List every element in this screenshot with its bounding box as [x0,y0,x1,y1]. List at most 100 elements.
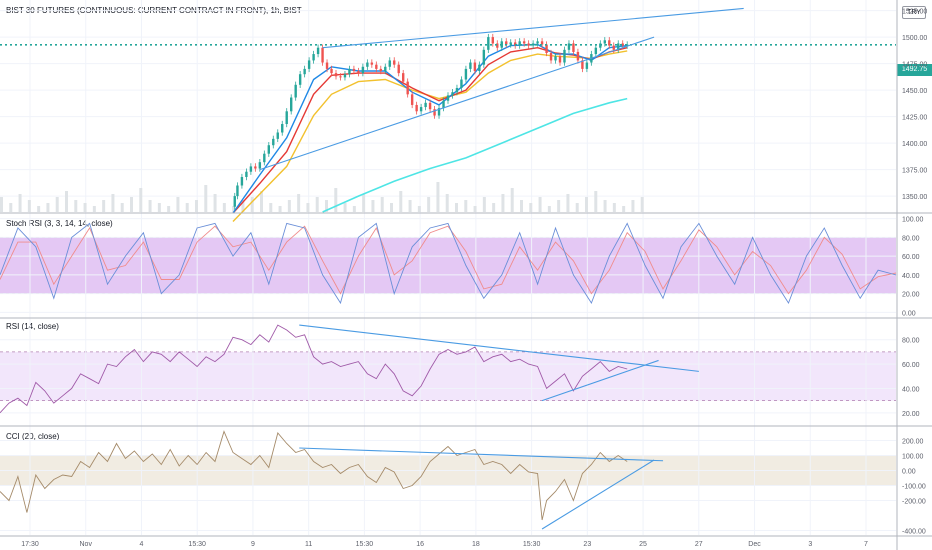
price-trendline [259,36,655,171]
volume-bar [195,200,198,212]
stoch-k-line [0,222,897,305]
x-tick-label: 15:30 [523,541,541,548]
candle-body [509,42,512,45]
rsi-y-tick-label: 20.00 [902,411,920,418]
volume-bar [399,191,403,212]
candle-body [388,60,391,67]
candle-body [379,68,382,72]
x-tick-label: Nov [80,541,93,548]
volume-bar [204,185,208,212]
cci-y-tick-label: 200.00 [902,439,924,446]
candle-body [352,68,356,72]
candle-body [375,64,378,69]
candle-body [307,60,311,69]
candle-body [549,53,553,61]
volume-bar [529,203,533,212]
volume-bar [232,206,236,212]
cci-trendline [299,447,664,462]
volume-bar [176,197,180,212]
volume-bar [287,200,291,212]
candle-body [410,94,414,105]
candle-body [348,68,351,75]
price-y-tick-label: 1450.00 [902,88,927,95]
currency-badge[interactable]: TRY [902,6,926,19]
volume-bar [9,203,13,212]
candle-body [384,66,387,72]
price-y-tick-label: 1425.00 [902,115,927,122]
price-trendline [322,7,744,49]
candle-body [446,95,450,101]
x-tick-label: 15:30 [356,541,374,548]
candle-body [424,102,427,108]
candle-body [482,49,486,65]
volume-bar [622,206,626,212]
volume-bar [157,203,161,212]
volume-bar [46,203,50,212]
volume-bar [343,203,347,212]
volume-bar [640,197,644,212]
candle-body [415,104,418,112]
candle-body [527,43,530,46]
candle-body [487,37,490,50]
x-tick-label: 11 [305,541,312,548]
ma-long-line [322,97,628,213]
candle-body [357,71,360,74]
volume-bar [74,200,78,212]
rsi-band [0,351,896,401]
candle-body [402,73,405,82]
candle-body [249,166,253,172]
candle-body [558,56,562,63]
candle-body [397,64,400,74]
x-tick-label: 17:30 [21,541,39,548]
candle-body [455,87,459,93]
candle-body [263,153,266,163]
volume-bar [585,197,588,212]
volume-bar [241,200,245,212]
candle-body [245,171,248,178]
trendlines [259,7,744,530]
candle-body [370,62,374,65]
candle-body [285,111,288,125]
volume-bar [334,188,338,212]
volume-bar [102,200,106,212]
cci-title: CCI (20, close) [6,432,60,441]
volume-bar [362,194,366,212]
volume-bar [547,206,551,212]
candle-body [531,43,535,46]
volume-bar [612,203,616,212]
volume-bar [148,200,152,212]
candle-body [460,79,463,88]
candle-body [554,56,557,61]
candle-body [428,102,432,110]
volume-bar [566,194,570,212]
volume-bar [250,197,254,212]
volume-bar [0,197,3,212]
candle-body [608,40,611,46]
candle-body [603,40,606,44]
x-tick-label: 27 [695,541,703,548]
rsi-y-tick-label: 80.00 [902,338,920,345]
volume-bar [222,203,226,212]
candle-body [594,47,598,55]
candle-body [572,43,575,52]
price-y-tick-label: 1350.00 [902,194,927,201]
volume-bar [575,203,579,212]
candle-body [312,54,315,61]
candle-body [361,66,365,74]
volume-bar [167,206,171,212]
volume-bar [455,203,458,212]
stoch-y-tick-label: 100.00 [902,217,924,224]
series-lines [0,33,897,521]
candle-body [540,41,544,45]
candle-body [451,92,454,96]
volume-bar [83,203,87,212]
volume-bar [111,194,115,212]
volume-bar [130,197,133,212]
volume-bar [27,200,31,212]
ma-mid-line [232,46,628,214]
candle-body [585,62,589,69]
volume-bar [482,197,486,212]
volume-bar [55,197,59,212]
candle-body [545,44,548,53]
